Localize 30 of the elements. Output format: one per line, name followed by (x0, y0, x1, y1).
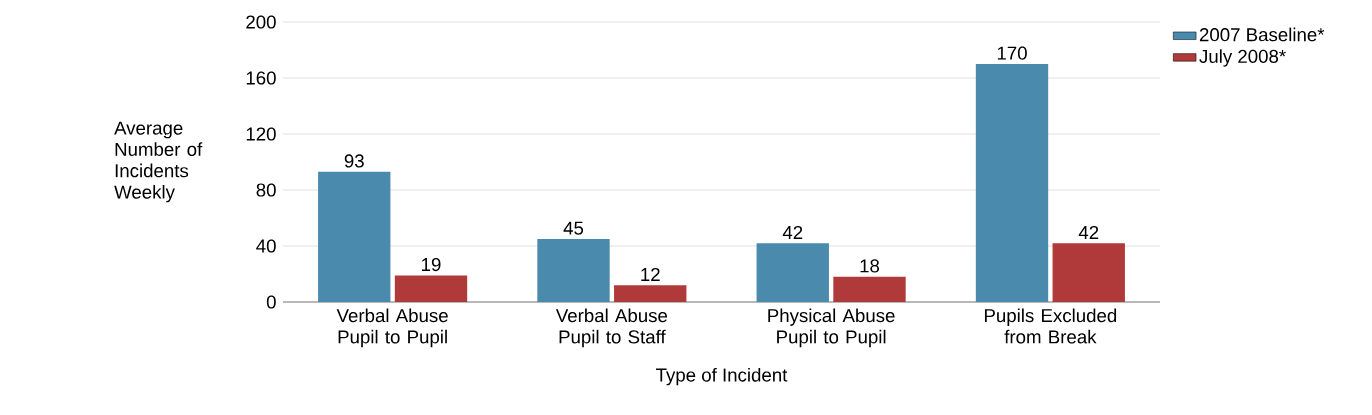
bar (975, 64, 1049, 302)
y-tick-label: 160 (246, 71, 276, 85)
y-tick-label: 0 (266, 295, 276, 309)
x-tick-label: Verbal Abuse Pupil to Pupil (336, 308, 448, 348)
bar (537, 239, 610, 302)
data-label: 45 (563, 221, 584, 235)
bar (1052, 243, 1125, 302)
y-tick-label: 120 (246, 127, 276, 141)
bar (318, 171, 391, 302)
bar (833, 276, 906, 302)
y-tick-label: 80 (256, 183, 276, 197)
y-axis-title: Average Number of Incidents Weekly (114, 121, 203, 203)
x-axis-title: Type of Incident (656, 367, 788, 386)
bar (394, 275, 468, 302)
data-label: 12 (641, 267, 660, 281)
x-tick-label: Physical Abuse Pupil to Pupil (768, 308, 895, 348)
y-tick-label: 40 (256, 239, 276, 253)
data-label: 42 (1078, 225, 1099, 239)
data-label: 18 (860, 259, 880, 273)
x-tick-label: Pupils Excluded from Break (984, 308, 1117, 344)
legend-label: July 2008* (1199, 49, 1286, 67)
legend-label: 2007 Baseline* (1199, 27, 1325, 42)
data-label: 93 (344, 154, 364, 168)
bar (614, 285, 687, 302)
y-tick-label: 200 (246, 15, 276, 29)
data-label: 42 (782, 225, 803, 239)
data-label: 19 (422, 257, 441, 272)
data-label: 170 (997, 46, 1027, 60)
x-tick-label: Verbal Abuse Pupil to Staff (555, 308, 668, 348)
bar (756, 243, 829, 302)
